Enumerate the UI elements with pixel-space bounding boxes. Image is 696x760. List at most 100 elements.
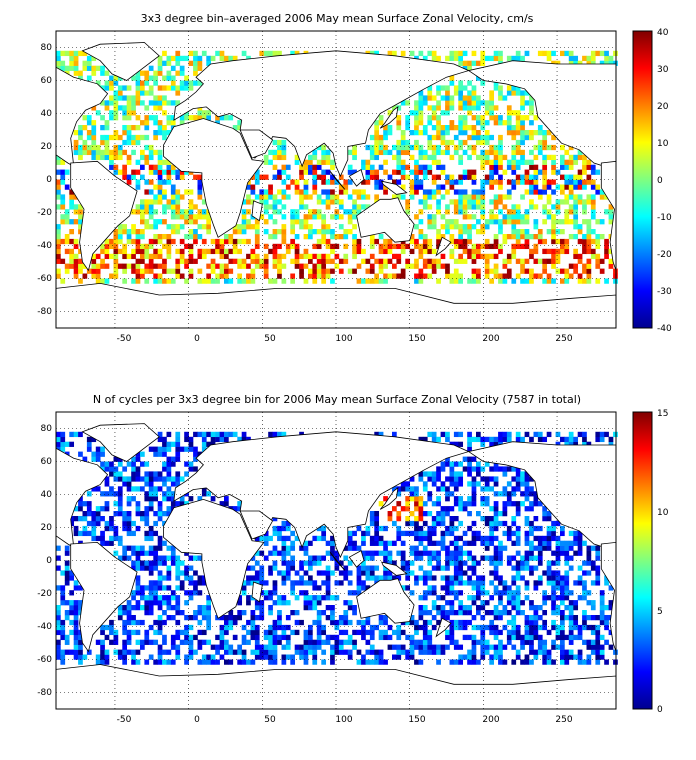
bin-cell <box>480 194 486 200</box>
bin-cell <box>436 229 441 235</box>
bin-cell <box>299 545 304 551</box>
bin-cell <box>568 184 574 190</box>
bin-cell <box>414 164 419 170</box>
bin-cell <box>122 95 128 101</box>
bin-cell <box>484 105 490 111</box>
bin-cell <box>281 624 287 631</box>
bin-cell <box>476 100 481 106</box>
bin-cell <box>524 134 530 141</box>
bin-cell <box>272 585 278 591</box>
bin-cell <box>524 580 530 586</box>
bin-cell <box>56 629 61 636</box>
bin-cell <box>409 169 415 175</box>
bin-cell <box>560 525 565 532</box>
bin-cell <box>498 540 503 546</box>
bin-cell <box>551 575 556 581</box>
bin-cell <box>400 243 406 250</box>
bin-cell <box>453 55 459 62</box>
bin-cell <box>325 159 331 165</box>
bin-cell <box>449 550 455 556</box>
bin-cell <box>467 456 472 462</box>
bin-cell <box>506 194 512 200</box>
bin-cell <box>431 481 437 487</box>
bin-cell <box>590 204 596 210</box>
bin-cell <box>590 248 596 255</box>
bin-cell <box>436 565 441 571</box>
bin-cell <box>126 629 132 636</box>
bin-cell <box>498 629 503 636</box>
bin-cell <box>431 194 437 200</box>
bin-cell <box>95 659 101 665</box>
bin-cell <box>259 580 265 586</box>
bin-cell <box>374 278 380 284</box>
bin-cell <box>599 649 605 655</box>
bin-cell <box>582 590 587 596</box>
bin-cell <box>392 243 397 250</box>
bin-cell <box>316 525 322 532</box>
bin-cell <box>254 234 260 240</box>
bin-cell <box>170 501 176 507</box>
bin-cell <box>179 194 185 200</box>
bin-cell <box>387 258 393 264</box>
bin-cell <box>184 461 189 467</box>
bin-cell <box>524 100 530 106</box>
bin-cell <box>524 159 530 165</box>
bin-cell <box>259 214 265 220</box>
bin-cell <box>414 639 419 645</box>
bin-cell <box>338 199 344 205</box>
bin-cell <box>498 550 503 556</box>
bin-cell <box>445 130 450 136</box>
bin-cell <box>453 516 459 522</box>
bin-cell <box>418 496 424 502</box>
bin-cell <box>422 149 428 156</box>
bin-cell <box>193 234 198 240</box>
bin-cell <box>113 501 119 507</box>
bin-cell <box>184 659 189 665</box>
bin-cell <box>392 431 397 438</box>
bin-cell <box>369 644 375 650</box>
bin-cell <box>529 273 534 279</box>
bin-cell <box>184 209 189 215</box>
bin-cell <box>277 189 282 195</box>
landmass <box>435 617 452 638</box>
bin-cell <box>254 224 260 230</box>
bin-cell <box>316 243 322 250</box>
bin-cell <box>73 139 79 146</box>
bin-cell <box>237 258 243 264</box>
bin-cell <box>533 219 539 225</box>
bin-cell <box>78 451 83 457</box>
bin-cell <box>131 263 136 269</box>
bin-cell <box>542 263 548 269</box>
bin-cell <box>140 134 145 141</box>
bin-cell <box>414 525 419 532</box>
bin-cell <box>440 481 446 487</box>
bin-cell <box>73 130 79 136</box>
bin-cell <box>303 204 309 210</box>
bin-cell <box>489 466 495 472</box>
bin-cell <box>153 164 159 170</box>
bin-cell <box>564 585 570 591</box>
bin-cell <box>113 476 119 482</box>
bin-cell <box>162 461 167 467</box>
bin-cell <box>374 516 380 522</box>
bin-cell <box>321 610 327 616</box>
bin-cell <box>148 496 154 502</box>
bin-cell <box>303 278 309 284</box>
bin-cell <box>206 639 212 645</box>
bin-cell <box>175 619 181 626</box>
bin-cell <box>184 85 189 91</box>
bin-cell <box>277 639 282 645</box>
bin-cell <box>294 179 300 185</box>
bin-cell <box>546 214 552 220</box>
bin-cell <box>308 253 313 260</box>
bin-cell <box>422 164 428 170</box>
bin-cell <box>595 639 601 645</box>
bin-cell <box>582 55 587 62</box>
bin-cell <box>480 164 486 170</box>
bin-cell <box>113 629 119 636</box>
bin-cell <box>316 273 322 279</box>
bin-cell <box>476 189 481 195</box>
bin-cell <box>73 253 79 260</box>
landmass <box>381 180 408 195</box>
bin-cell <box>493 520 499 527</box>
